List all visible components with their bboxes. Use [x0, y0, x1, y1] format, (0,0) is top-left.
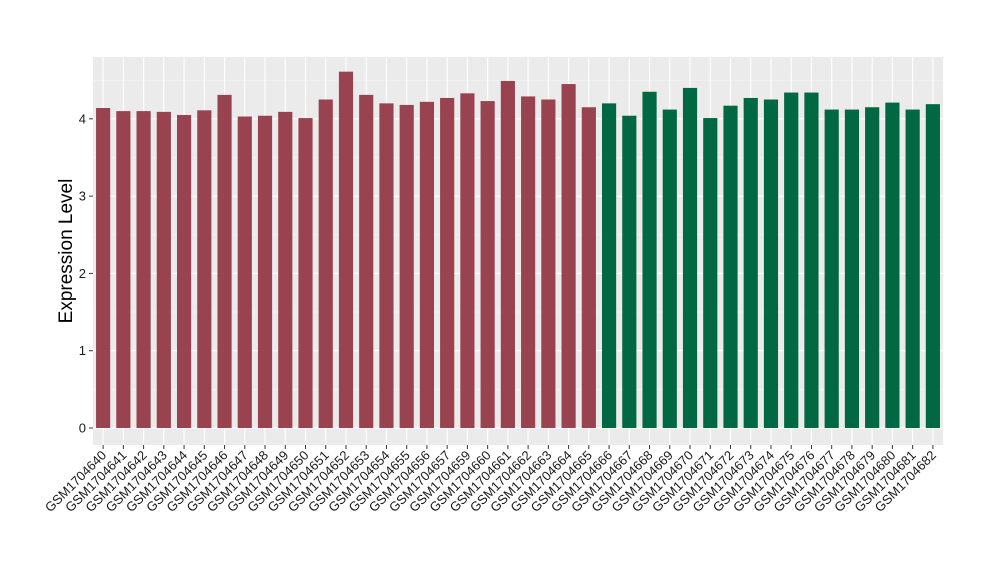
bar-GSM1704670 [682, 87, 698, 429]
bar-GSM1704660 [480, 101, 495, 428]
bar-GSM1704659 [460, 93, 475, 428]
bar-GSM1704678 [844, 109, 860, 428]
bar-GSM1704656 [419, 101, 435, 428]
bar-GSM1704649 [278, 111, 293, 428]
bar-GSM1704651 [318, 99, 333, 428]
bar-GSM1704663 [541, 99, 556, 428]
bar-GSM1704679 [865, 107, 880, 429]
bar-GSM1704673 [743, 97, 758, 428]
y-tick-label: 1 [79, 343, 86, 358]
bar-GSM1704664 [561, 84, 576, 428]
bar-GSM1704665 [581, 107, 596, 429]
x-axis: GSM1704640GSM1704641GSM1704642GSM1704643… [42, 445, 939, 515]
bar-GSM1704674 [763, 99, 779, 428]
bar-GSM1704671 [703, 118, 718, 428]
bar-GSM1704667 [622, 115, 637, 428]
y-tick-label: 4 [79, 111, 86, 126]
y-axis: 0 1 2 3 4 [79, 111, 93, 435]
y-axis-title: Expression Level [56, 179, 77, 324]
y-tick-label: 0 [79, 420, 86, 435]
bar-GSM1704657 [440, 97, 455, 428]
bar-GSM1704655 [399, 104, 414, 429]
bar-GSM1704680 [885, 102, 900, 428]
bar-GSM1704650 [298, 118, 313, 428]
bar-GSM1704661 [500, 80, 515, 429]
bar-GSM1704666 [601, 103, 617, 428]
bar-GSM1704640 [96, 108, 111, 428]
bar-GSM1704654 [379, 103, 394, 428]
bar-GSM1704653 [359, 94, 374, 428]
y-tick-label: 2 [79, 266, 86, 281]
bar-GSM1704669 [662, 109, 677, 428]
bar-GSM1704648 [257, 115, 273, 428]
bar-GSM1704644 [176, 114, 192, 428]
bar-GSM1704647 [237, 116, 252, 428]
bar-GSM1704681 [905, 109, 920, 428]
bar-GSM1704645 [197, 110, 212, 428]
bar-GSM1704668 [642, 91, 657, 428]
plot-panel [93, 57, 943, 445]
bars [96, 71, 940, 429]
bar-GSM1704672 [723, 105, 738, 428]
bar-GSM1704641 [116, 111, 131, 428]
y-tick-label: 3 [79, 189, 86, 204]
bar-GSM1704662 [521, 96, 536, 429]
bar-GSM1704642 [136, 111, 151, 428]
bar-GSM1704652 [338, 71, 354, 428]
bar-GSM1704643 [156, 111, 171, 428]
bar-GSM1704675 [784, 92, 799, 428]
bar-GSM1704646 [217, 94, 232, 428]
bar-GSM1704677 [824, 109, 839, 428]
bar-GSM1704682 [925, 104, 940, 429]
bar-GSM1704676 [804, 92, 819, 428]
